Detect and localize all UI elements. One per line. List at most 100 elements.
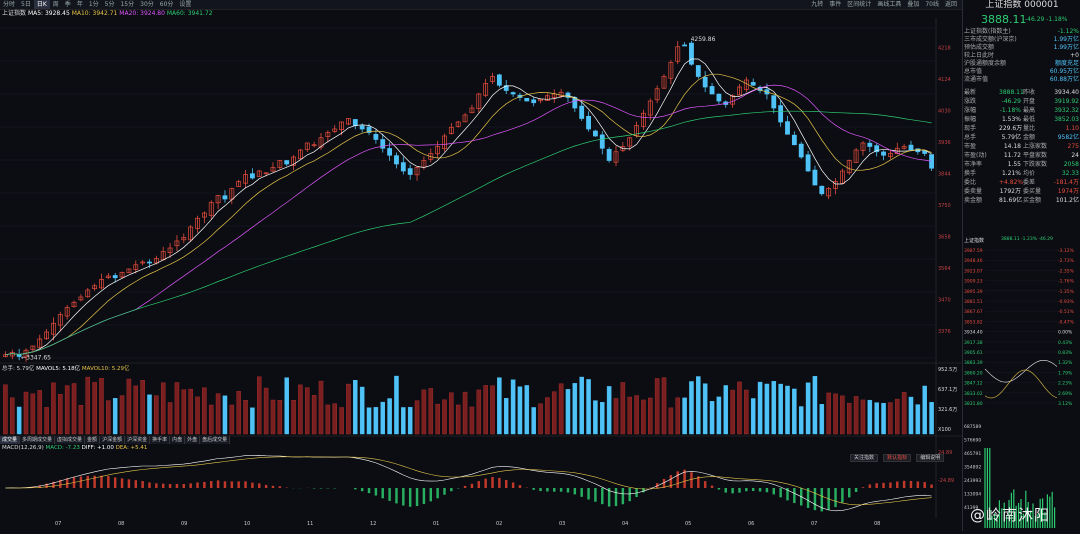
grid-value: 3919.92 bbox=[1054, 98, 1079, 105]
grid-key: 振幅 bbox=[964, 116, 977, 123]
focus-index-button[interactable]: 关注指数 bbox=[850, 454, 879, 462]
volume-bar bbox=[654, 378, 660, 435]
grid-value: -1.18% bbox=[999, 107, 1021, 114]
candle-body bbox=[133, 264, 139, 270]
volume-bar bbox=[744, 389, 749, 435]
tool-button[interactable]: 70线 bbox=[925, 1, 939, 8]
volume-bar bbox=[558, 383, 564, 435]
quote-value: +0 bbox=[1070, 52, 1079, 59]
period-tab[interactable]: 季 bbox=[64, 1, 71, 8]
indicator-tab[interactable]: 多周期成交量 bbox=[20, 436, 56, 444]
quote-grid-row: 涨跌 -46.29 开盘 3919.92 bbox=[963, 98, 1080, 106]
volume-bar bbox=[483, 385, 488, 435]
grid-value: 2058 bbox=[1063, 161, 1079, 168]
indicator-tab[interactable]: 金额 bbox=[85, 436, 101, 444]
price-axis-label: 3470 bbox=[938, 298, 951, 304]
tool-button[interactable]: 九转 bbox=[811, 1, 824, 8]
volume-bar bbox=[716, 396, 722, 435]
candle-body bbox=[325, 132, 331, 137]
period-tab[interactable]: 分时 bbox=[3, 1, 16, 8]
grid-value: 81.69亿 bbox=[999, 197, 1023, 204]
grid-key: 委卖量 bbox=[964, 188, 983, 195]
ladder-price: 3881.51 bbox=[964, 299, 983, 305]
quote-grid-row: 委卖量 1792万 委买量 1974万 bbox=[963, 188, 1080, 196]
indicator-tab[interactable]: 虚拟成交量 bbox=[55, 436, 86, 444]
candle-body bbox=[92, 285, 98, 290]
period-tab[interactable]: 5日 bbox=[21, 1, 31, 8]
period-tab[interactable]: 年 bbox=[76, 1, 83, 8]
volume-bar bbox=[661, 377, 667, 435]
ladder-price: 3867.67 bbox=[964, 309, 983, 315]
volume-bar bbox=[812, 376, 818, 435]
indicator-tab[interactable]: 换手率 bbox=[150, 436, 171, 444]
volume-bar bbox=[764, 383, 770, 435]
volume-bar bbox=[853, 396, 859, 435]
quote-grid-row: 市盈 14.18 上涨家数 275 bbox=[963, 143, 1080, 151]
period-tab[interactable]: 60分 bbox=[159, 1, 174, 8]
tool-button[interactable]: 画线工具 bbox=[877, 1, 902, 8]
edit-description-button[interactable]: 编辑说明 bbox=[916, 454, 945, 462]
quote-value: -1.12% bbox=[1057, 28, 1079, 35]
volume-bar bbox=[250, 407, 255, 435]
grid-key: 卖金额 bbox=[964, 197, 983, 204]
candle-body bbox=[435, 146, 441, 155]
indicator-tab[interactable]: 成交量 bbox=[0, 436, 21, 444]
indicator-tab[interactable]: 盘后成交量 bbox=[200, 436, 231, 444]
candle-body bbox=[908, 144, 914, 151]
quote-grid-row: 现手 229.6万 量比 1.10 bbox=[963, 125, 1080, 133]
default-indicator-button[interactable]: 默认指标 bbox=[883, 454, 912, 462]
quote-grid-row: 振幅 1.53% 最低 3852.03 bbox=[963, 116, 1080, 124]
tool-button[interactable]: 叠加 bbox=[907, 1, 920, 8]
ma10-line bbox=[5, 73, 932, 356]
price-axis-label: 4124 bbox=[938, 77, 951, 83]
period-tab[interactable]: 30分 bbox=[140, 1, 154, 8]
candle-body bbox=[579, 105, 585, 119]
month-label: 05 bbox=[685, 521, 691, 527]
candle-body bbox=[778, 105, 784, 123]
period-tab[interactable]: 15分 bbox=[120, 1, 135, 8]
ladder-percent: 2.69% bbox=[1058, 391, 1073, 397]
quote-key: 三市成交额(沪深京) bbox=[964, 36, 1017, 43]
indicator-tab[interactable]: 外盘 bbox=[185, 436, 201, 444]
candle-body bbox=[30, 345, 36, 350]
kline-chart[interactable]: 4310 4218 4124 4030 3936 3844 3750 3658 3564 3470… bbox=[0, 18, 962, 528]
ladder-percent: -0.51% bbox=[1058, 309, 1075, 315]
month-label: 09 bbox=[181, 521, 187, 527]
volume-bar bbox=[565, 389, 571, 435]
quote-grid-row: 涨幅 -1.18% 最高 3932.32 bbox=[963, 107, 1080, 115]
indicator-tab[interactable]: 沪深资金 bbox=[125, 436, 151, 444]
volume-bar bbox=[922, 385, 927, 435]
volume-bar bbox=[538, 403, 543, 435]
period-tab[interactable]: 日K bbox=[33, 0, 50, 9]
grid-value: -46.29 bbox=[1001, 98, 1021, 105]
candle-body bbox=[249, 173, 255, 179]
volume-bar bbox=[126, 378, 132, 435]
quote-row: 上证指数(指数主) -1.12% bbox=[963, 28, 1080, 36]
indicator-tab[interactable]: 内盘 bbox=[170, 436, 186, 444]
intraday-mini-chart[interactable]: 3987.59 -3.12% 3948.46 -2.73% 3923.07 -2.35% 3… bbox=[963, 244, 1080, 534]
volume-bar bbox=[346, 383, 351, 435]
high-annotation: 4259.86 bbox=[691, 36, 716, 43]
candle-body bbox=[236, 181, 242, 187]
period-tab[interactable]: 1分 bbox=[88, 1, 99, 8]
ladder-price: 3934.40 bbox=[964, 330, 983, 336]
ma20-label: MA20: 3924.80 bbox=[119, 10, 165, 17]
mini-volume-axis: 687589 bbox=[964, 424, 981, 430]
indicator-tab[interactable]: 沪深金额 bbox=[100, 436, 126, 444]
candle-body bbox=[126, 268, 132, 274]
quote-grid-row: 换手 1.21% 均价 32.33 bbox=[963, 170, 1080, 178]
quote-row: 沪股通额度余额 额度充足 bbox=[963, 60, 1080, 68]
volume-bar bbox=[895, 398, 900, 435]
volume-legend: 总手: 5.79亿 MAVOL5: 5.18亿 MAVOL10: 5.29亿 bbox=[2, 364, 129, 372]
volume-bar bbox=[545, 397, 550, 435]
period-tab[interactable]: 5分 bbox=[104, 1, 115, 8]
settings-button[interactable]: 设置 bbox=[179, 1, 192, 8]
candle-body bbox=[551, 93, 557, 98]
volume-bar bbox=[64, 385, 70, 435]
tool-button[interactable]: 事件 bbox=[829, 1, 842, 8]
tool-button[interactable]: 区间统计 bbox=[847, 1, 872, 8]
tool-button[interactable]: 返回 bbox=[944, 1, 957, 8]
volume-bar bbox=[311, 395, 317, 435]
volume-bar bbox=[490, 385, 495, 435]
period-tab[interactable]: 周 bbox=[52, 1, 59, 8]
